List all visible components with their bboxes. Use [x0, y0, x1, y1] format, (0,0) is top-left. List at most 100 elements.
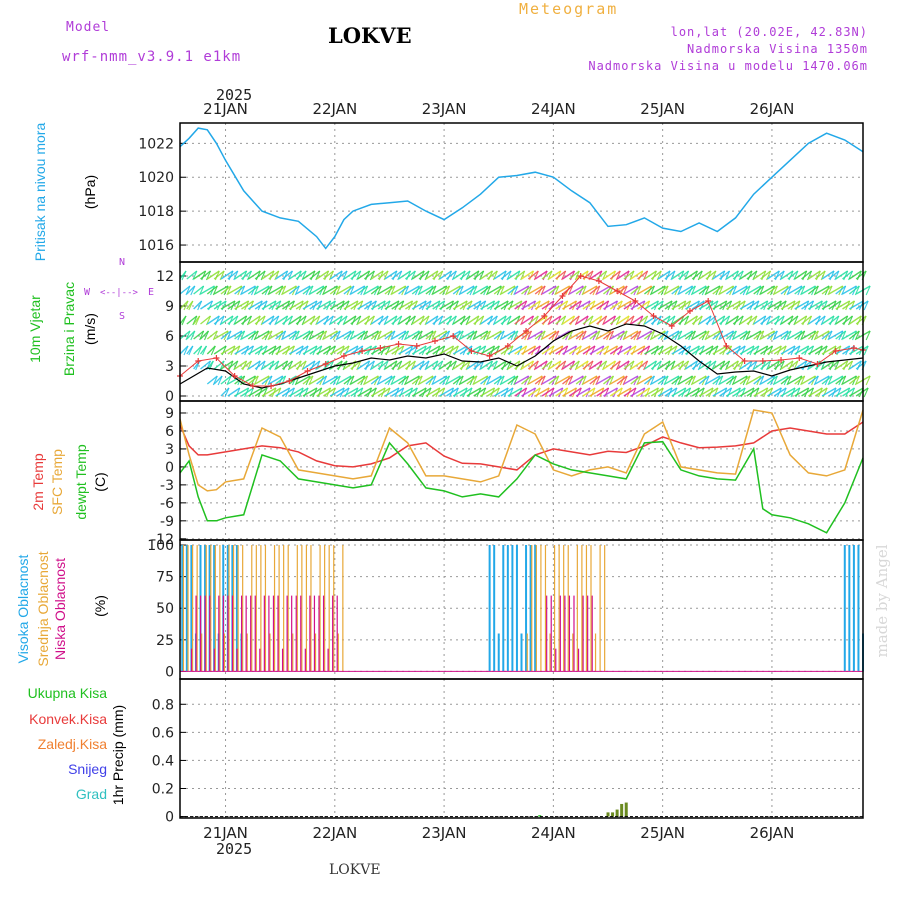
wind-barb: [671, 330, 683, 340]
wind-barb: [446, 375, 461, 385]
wind-barb: [439, 300, 454, 310]
wind-barb: [439, 270, 452, 280]
elevation: Nadmorska Visina 1350m: [687, 42, 868, 56]
wind-gust-marker: [504, 343, 511, 349]
wind-barb: [753, 285, 765, 295]
wind-barb: [753, 330, 765, 340]
wind-barb: [214, 388, 220, 396]
wind-barb: [788, 360, 794, 371]
wind-barb: [302, 375, 314, 385]
wind-barb: [329, 300, 345, 310]
wind-barb: [753, 345, 769, 355]
wind-barb: [855, 315, 867, 325]
wind-gust-marker: [450, 333, 457, 339]
wind-barb: [433, 315, 439, 326]
precip-bar: [620, 803, 624, 817]
wind-barb: [220, 315, 234, 325]
wind-barb: [698, 270, 712, 280]
wind-barb: [596, 270, 608, 280]
wind-barb: [241, 387, 254, 397]
date-label-bottom: 21JAN: [203, 824, 248, 842]
wind-barb: [364, 300, 377, 310]
wind-barb: [794, 285, 806, 295]
wind-barb: [234, 330, 246, 340]
wind-barb: [220, 360, 234, 370]
wind-barb: [747, 315, 753, 326]
y-tick-label: 0: [165, 389, 174, 405]
wind-barb: [739, 330, 751, 340]
wind-barb: [596, 360, 608, 370]
wind-barb: [194, 388, 202, 396]
wind-barb: [377, 360, 389, 370]
wind-barb: [200, 376, 204, 385]
wind-barb: [848, 345, 864, 355]
wind-barb: [234, 375, 246, 385]
wind-barb: [288, 285, 300, 295]
precip-ylabel: 1hr Precip (mm): [110, 704, 126, 806]
wind-barb: [425, 270, 439, 280]
wind-barb: [521, 270, 534, 280]
wind-barb: [651, 360, 657, 371]
wind-barb: [787, 387, 801, 397]
wind-barb: [548, 300, 564, 310]
wind-barb: [269, 360, 275, 371]
wind-barb: [473, 375, 489, 385]
wind-barb: [657, 360, 671, 370]
wind-barb: [418, 315, 430, 325]
wind-barb: [398, 270, 411, 280]
wind-barb: [377, 300, 391, 310]
wind-barb: [651, 270, 657, 281]
wind-barb: [802, 270, 808, 281]
wind-barb: [650, 285, 666, 295]
wind-barb: [603, 375, 614, 385]
wind-barb: [418, 330, 434, 340]
wind-barb: [268, 387, 282, 397]
wind-barb: [507, 270, 521, 280]
wind-barb: [589, 330, 601, 340]
wind-barb: [288, 387, 304, 397]
wind-gust-marker: [395, 341, 402, 347]
wind-barb: [719, 387, 732, 397]
wind-barb: [678, 315, 690, 325]
wind-barb: [365, 270, 371, 281]
wind-barb: [582, 270, 594, 280]
wind-barb: [802, 360, 808, 371]
wind-barb: [377, 270, 389, 280]
wind-barb: [842, 270, 853, 280]
wind-barb: [855, 360, 867, 370]
wind-barb: [295, 315, 307, 325]
wind-barb: [603, 330, 614, 340]
wind-barb: [247, 345, 263, 355]
wind-barb: [411, 285, 423, 295]
wind-barb: [234, 300, 249, 310]
wind-barb: [733, 360, 739, 371]
wind-barb: [329, 285, 341, 295]
wind-barb: [848, 285, 860, 295]
wind-legend-2: Brzina i Pravac: [61, 281, 77, 377]
wind-barb: [261, 285, 273, 295]
wind-barb: [664, 375, 680, 385]
wind-barb: [802, 315, 808, 326]
wind-barb: [650, 345, 664, 355]
wind-barb: [657, 285, 669, 295]
wind-barb: [657, 270, 671, 280]
wind-barb: [842, 315, 853, 325]
wind-barb: [405, 345, 418, 355]
wind-barb: [623, 285, 639, 295]
wind-barb: [705, 345, 719, 355]
wind-barb: [644, 387, 659, 397]
wind-barb: [418, 285, 434, 295]
wind-barb: [835, 300, 851, 310]
wind-barb: [200, 285, 215, 295]
wind-barb: [705, 285, 721, 295]
wind-barb: [514, 315, 526, 325]
wind-barb: [610, 360, 616, 371]
wind-barb: [452, 387, 468, 397]
wind-barb: [432, 387, 446, 397]
wind-barb: [679, 315, 685, 326]
wind-barb: [562, 330, 573, 340]
wind-barb: [288, 300, 304, 310]
wind-barb: [336, 345, 350, 355]
wind-barb: [411, 300, 427, 310]
wind-gust-marker: [523, 328, 530, 334]
